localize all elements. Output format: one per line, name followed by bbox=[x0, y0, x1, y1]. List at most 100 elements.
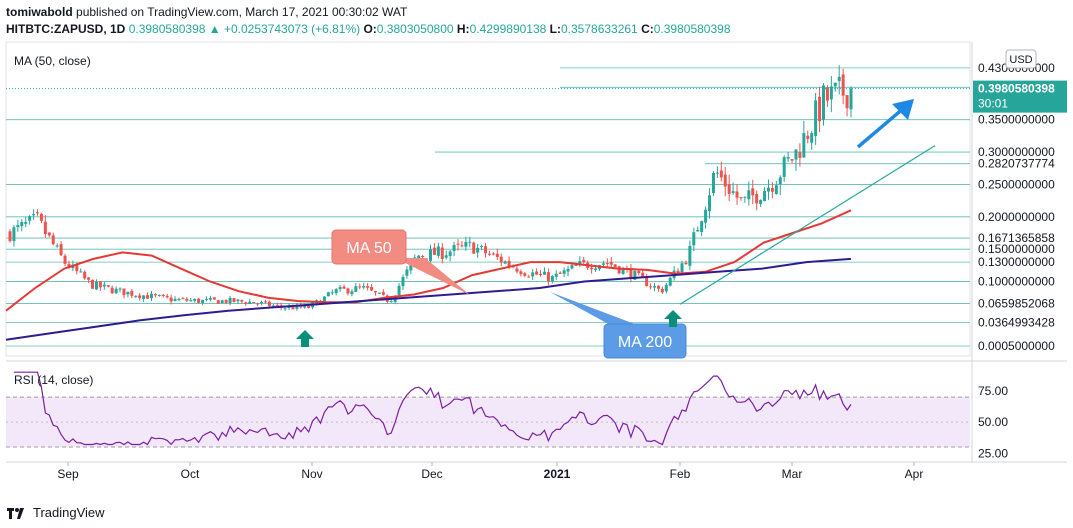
price-axis-label: 0.1671365858 bbox=[978, 231, 1055, 245]
candle-body bbox=[216, 300, 220, 304]
candle-body bbox=[224, 299, 228, 303]
candle-body bbox=[39, 213, 43, 221]
candle-body bbox=[114, 288, 118, 294]
candle-body bbox=[173, 298, 177, 301]
candle-body bbox=[338, 287, 342, 290]
price-axis-label: 0.3500000000 bbox=[978, 113, 1055, 127]
candle-body bbox=[43, 221, 47, 234]
candle-body bbox=[240, 300, 244, 302]
candle-body bbox=[578, 261, 582, 266]
candle-body bbox=[20, 221, 24, 227]
candle-body bbox=[252, 301, 256, 303]
candle-body bbox=[409, 262, 413, 271]
candle-body bbox=[487, 253, 491, 255]
candle-body bbox=[719, 170, 723, 178]
candle-body bbox=[370, 286, 374, 291]
candle-body bbox=[354, 286, 358, 292]
time-axis-label: 2021 bbox=[544, 467, 571, 481]
candle-body bbox=[849, 88, 853, 110]
candle-body bbox=[149, 293, 153, 299]
ma-indicator-label[interactable]: MA (50, close) bbox=[14, 54, 91, 68]
candle-body bbox=[36, 212, 40, 214]
tradingview-brand: TradingView bbox=[33, 505, 105, 520]
price-axis-label: 0.3000000000 bbox=[978, 145, 1055, 159]
candle-body bbox=[263, 301, 267, 303]
candle-body bbox=[825, 87, 829, 101]
close-value: 0.3980580398 bbox=[653, 22, 731, 36]
candle-body bbox=[291, 306, 295, 310]
ma200-line bbox=[5, 257, 852, 341]
candle-body bbox=[786, 157, 790, 159]
candle-body bbox=[326, 292, 330, 297]
candle-body bbox=[794, 149, 798, 160]
rsi-line bbox=[13, 371, 852, 446]
price-change: ▲ +0.0253743073 (+6.81%) bbox=[208, 22, 361, 36]
candle-body bbox=[425, 258, 429, 260]
rsi-axis-label: 25.00 bbox=[978, 446, 1008, 460]
publish-info: published on TradingView.com, March 17, … bbox=[76, 5, 408, 19]
candle-body bbox=[558, 272, 562, 274]
candle-body bbox=[696, 230, 700, 232]
candle-body bbox=[106, 285, 110, 287]
candle-body bbox=[157, 295, 161, 297]
candle-body bbox=[633, 270, 637, 280]
candle-body bbox=[87, 277, 91, 280]
candle-body bbox=[142, 295, 146, 299]
candle-body bbox=[711, 172, 715, 194]
candle-body bbox=[232, 298, 236, 302]
candle-body bbox=[554, 273, 558, 277]
candle-body bbox=[204, 298, 208, 300]
candle-body bbox=[28, 216, 32, 221]
candle-body bbox=[169, 297, 173, 302]
candle-body bbox=[837, 76, 841, 82]
candle-body bbox=[130, 290, 134, 296]
candle-body bbox=[126, 291, 130, 295]
candle-body bbox=[542, 271, 546, 275]
author-name: tomiwabold bbox=[6, 5, 73, 19]
candle-body bbox=[727, 183, 731, 194]
candle-body bbox=[181, 298, 185, 300]
candle-body bbox=[715, 172, 719, 174]
candle-body bbox=[161, 294, 165, 296]
candle-body bbox=[731, 191, 735, 194]
trend-line bbox=[679, 145, 936, 305]
candle-body bbox=[468, 241, 472, 243]
candle-body bbox=[91, 279, 95, 289]
candle-body bbox=[814, 100, 818, 136]
candle-body bbox=[723, 174, 727, 187]
candle-body bbox=[539, 273, 543, 275]
price-axis-label: 0.0659852068 bbox=[978, 297, 1055, 311]
candle-body bbox=[267, 301, 271, 307]
rsi-indicator-label[interactable]: RSI (14, close) bbox=[14, 373, 94, 387]
candle-body bbox=[692, 232, 696, 246]
candle-body bbox=[452, 244, 456, 251]
time-axis-label: Dec bbox=[421, 467, 442, 481]
currency-label: USD bbox=[1009, 54, 1032, 66]
candle-body bbox=[421, 256, 425, 258]
candle-body bbox=[829, 86, 833, 100]
candle-body bbox=[122, 288, 126, 296]
candle-body bbox=[562, 270, 566, 274]
candle-body bbox=[32, 214, 36, 216]
candle-body bbox=[330, 292, 334, 294]
candle-body bbox=[656, 285, 660, 289]
candle-body bbox=[700, 221, 704, 232]
candle-body bbox=[668, 277, 672, 286]
candle-body bbox=[641, 272, 645, 278]
candle-body bbox=[755, 194, 759, 204]
candle-body bbox=[841, 74, 845, 96]
tradingview-footer[interactable]: TradingView bbox=[6, 505, 105, 520]
candle-body bbox=[684, 262, 688, 265]
candle-body bbox=[570, 265, 574, 269]
candle-body bbox=[220, 300, 224, 303]
current-price-tag bbox=[973, 80, 1067, 113]
candle-body bbox=[118, 288, 122, 290]
currency-badge bbox=[1005, 49, 1037, 69]
candle-body bbox=[185, 298, 189, 301]
candle-body bbox=[94, 281, 98, 290]
candle-body bbox=[704, 209, 708, 223]
candle-body bbox=[236, 299, 240, 302]
candle-body bbox=[51, 235, 55, 245]
candle-body bbox=[67, 263, 71, 268]
